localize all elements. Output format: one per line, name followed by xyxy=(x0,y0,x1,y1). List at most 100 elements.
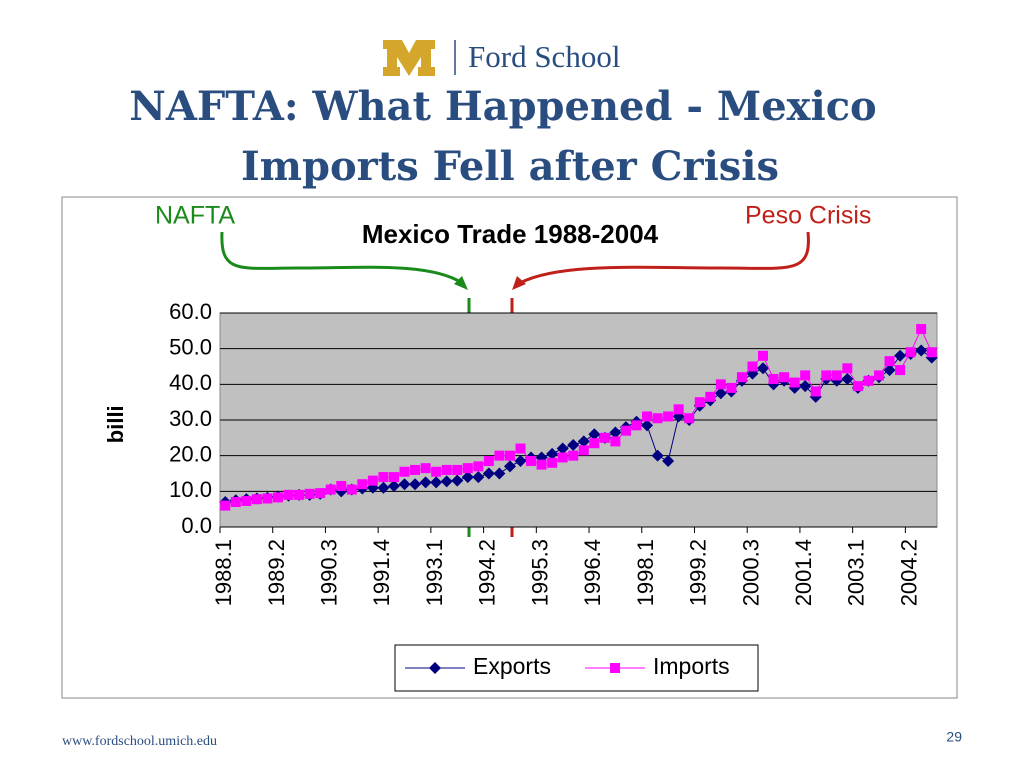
data-point xyxy=(294,489,305,500)
y-tick-label: 10.0 xyxy=(169,477,212,502)
data-point xyxy=(631,420,642,431)
y-tick-label: 0.0 xyxy=(181,513,212,538)
data-point xyxy=(894,349,907,362)
data-point xyxy=(768,373,779,384)
data-point xyxy=(714,387,727,400)
logo-text: Ford School xyxy=(468,39,620,74)
data-point xyxy=(852,381,863,392)
data-point xyxy=(905,347,916,358)
data-point xyxy=(842,363,853,374)
data-point xyxy=(705,391,716,402)
data-point xyxy=(757,362,770,375)
data-point xyxy=(779,372,790,383)
data-point xyxy=(472,471,485,484)
annotation: Peso Crisis xyxy=(745,202,871,230)
data-point xyxy=(662,455,675,468)
data-point xyxy=(419,476,432,489)
y-tick-label: 50.0 xyxy=(169,334,212,359)
data-point xyxy=(315,488,326,499)
data-point xyxy=(884,356,895,367)
data-point xyxy=(609,426,622,439)
data-point xyxy=(387,479,400,492)
data-point xyxy=(262,493,273,504)
data-point xyxy=(557,452,568,463)
x-tick-label: 2004.2 xyxy=(896,539,921,606)
plot: 0.0 10.0 20.0 30.0 40.0 50.0 60.0 1988.1 1989.2 1… xyxy=(169,299,938,692)
data-point xyxy=(589,438,600,449)
data-point xyxy=(420,463,431,474)
chart-title: Mexico Trade 1988-2004 xyxy=(362,219,659,249)
x-tick-label: 1993.1 xyxy=(422,539,447,606)
data-point xyxy=(536,459,547,470)
data-point xyxy=(726,382,737,393)
annotation: NAFTA xyxy=(155,202,235,230)
data-point xyxy=(483,456,494,467)
annotation-arrow xyxy=(519,231,810,285)
data-point xyxy=(684,413,695,424)
data-point xyxy=(821,370,832,381)
data-point xyxy=(747,361,758,372)
x-tick-label: 2003.1 xyxy=(844,539,869,606)
y-tick-label: 40.0 xyxy=(169,370,212,395)
data-point xyxy=(220,500,231,511)
data-point xyxy=(641,419,654,432)
x-tick-label: 1991.4 xyxy=(369,539,394,606)
data-point xyxy=(652,413,663,424)
data-point xyxy=(874,370,885,381)
chart-frame xyxy=(61,196,958,699)
data-point xyxy=(357,479,368,490)
data-point xyxy=(493,467,506,480)
data-point xyxy=(620,425,631,436)
footer-url: www.fordschool.umich.edu xyxy=(62,734,217,749)
data-point xyxy=(473,461,484,472)
data-point xyxy=(915,344,928,357)
data-point xyxy=(567,438,580,451)
data-point xyxy=(336,480,347,491)
data-point xyxy=(831,370,842,381)
data-point xyxy=(346,484,357,495)
data-point xyxy=(494,450,505,461)
data-point xyxy=(610,663,620,673)
data-point xyxy=(430,476,443,489)
data-point xyxy=(452,464,463,475)
y-tick-label: 30.0 xyxy=(169,406,212,431)
x-tick-label: 1989.2 xyxy=(264,539,289,606)
annotation-arrow xyxy=(220,231,463,285)
x-tick-label: 1994.2 xyxy=(475,539,500,606)
data-point xyxy=(272,492,283,503)
data-point xyxy=(736,372,747,383)
data-point xyxy=(503,460,516,473)
data-point xyxy=(283,489,294,500)
data-point xyxy=(642,411,653,422)
data-point xyxy=(610,436,621,447)
page-number: 29 xyxy=(946,729,962,745)
x-tick-label: 2000.3 xyxy=(738,539,763,606)
slide-title: Imports Fell after Crisis xyxy=(241,143,779,190)
data-point xyxy=(568,450,579,461)
data-point xyxy=(799,380,812,393)
data-point xyxy=(547,457,558,468)
logo-mark xyxy=(383,40,435,76)
data-point xyxy=(504,450,515,461)
data-point xyxy=(916,324,927,335)
data-point xyxy=(841,372,854,385)
data-point xyxy=(663,411,674,422)
x-tick-label: 1990.3 xyxy=(317,539,342,606)
data-point xyxy=(398,478,411,491)
data-point xyxy=(367,475,378,486)
data-point xyxy=(325,484,336,495)
data-point xyxy=(378,472,389,483)
data-point xyxy=(926,347,937,358)
data-point xyxy=(251,494,262,505)
data-point xyxy=(651,449,664,462)
data-point xyxy=(461,471,474,484)
data-point xyxy=(399,466,410,477)
data-point xyxy=(556,442,569,455)
data-point xyxy=(410,464,421,475)
data-point xyxy=(304,488,315,499)
x-tick-label: 2001.4 xyxy=(791,539,816,606)
data-point xyxy=(230,497,241,508)
data-point xyxy=(789,377,800,388)
